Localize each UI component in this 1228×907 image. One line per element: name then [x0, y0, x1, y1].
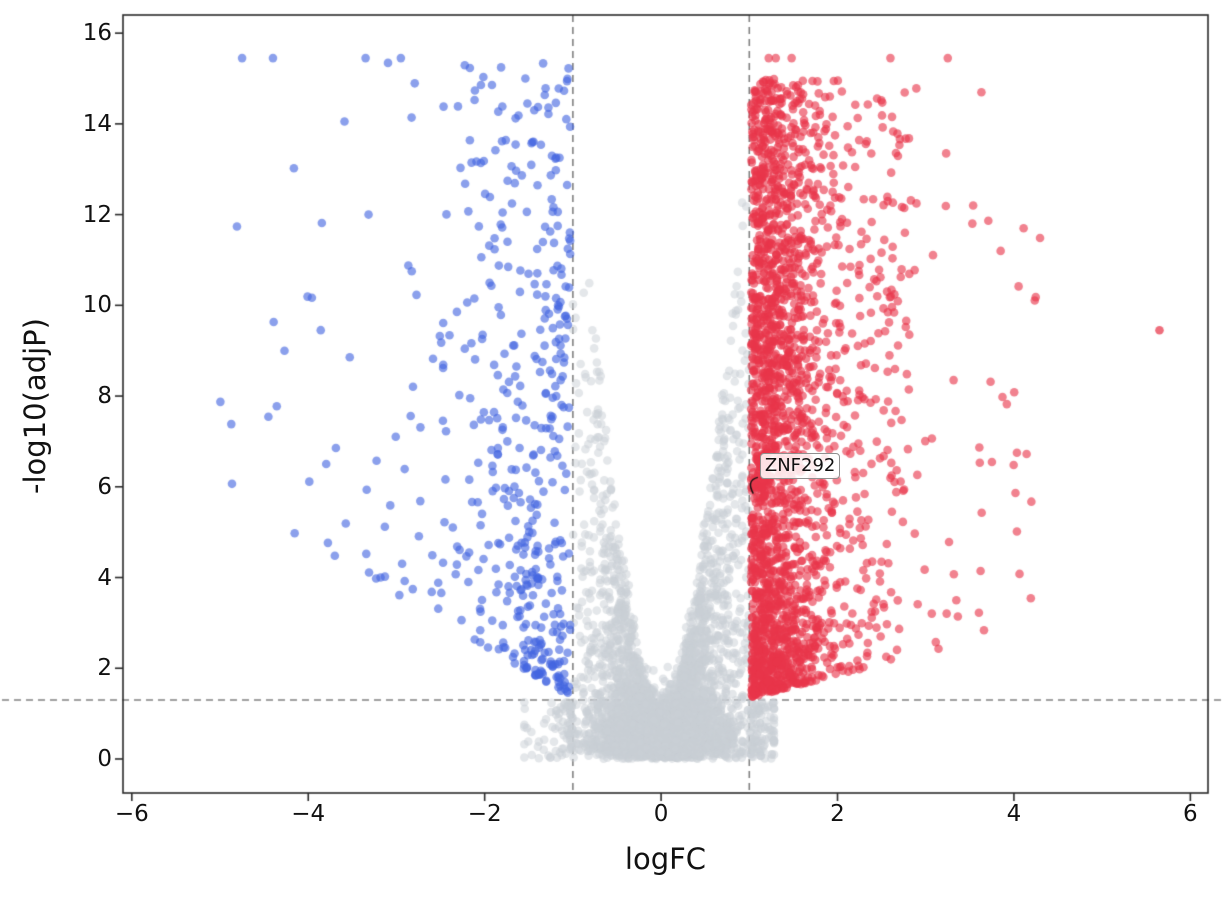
y-tick-label: 4	[97, 564, 112, 591]
y-tick-label: 2	[97, 655, 112, 682]
x-tick-label: −2	[467, 801, 502, 827]
x-tick-label: −6	[114, 801, 149, 827]
x-axis-label: logFC	[624, 842, 707, 876]
y-tick-label: 0	[97, 745, 112, 772]
x-tick-label: 0	[653, 801, 669, 827]
y-tick-label: 12	[82, 201, 112, 228]
y-tick-label: 16	[82, 20, 112, 47]
y-tick-label: 10	[82, 292, 112, 319]
gene-annotation-label: ZNF292	[759, 453, 841, 480]
y-tick-label: 14	[82, 110, 112, 137]
x-tick-label: 4	[1006, 801, 1022, 827]
x-tick-label: 6	[1183, 801, 1198, 827]
y-axis-label: -log10(adjP)	[18, 318, 52, 494]
x-tick-label: −4	[291, 801, 326, 827]
x-tick-label: 2	[830, 801, 845, 827]
y-tick-label: 6	[97, 473, 112, 500]
y-tick-label: 8	[97, 383, 112, 410]
